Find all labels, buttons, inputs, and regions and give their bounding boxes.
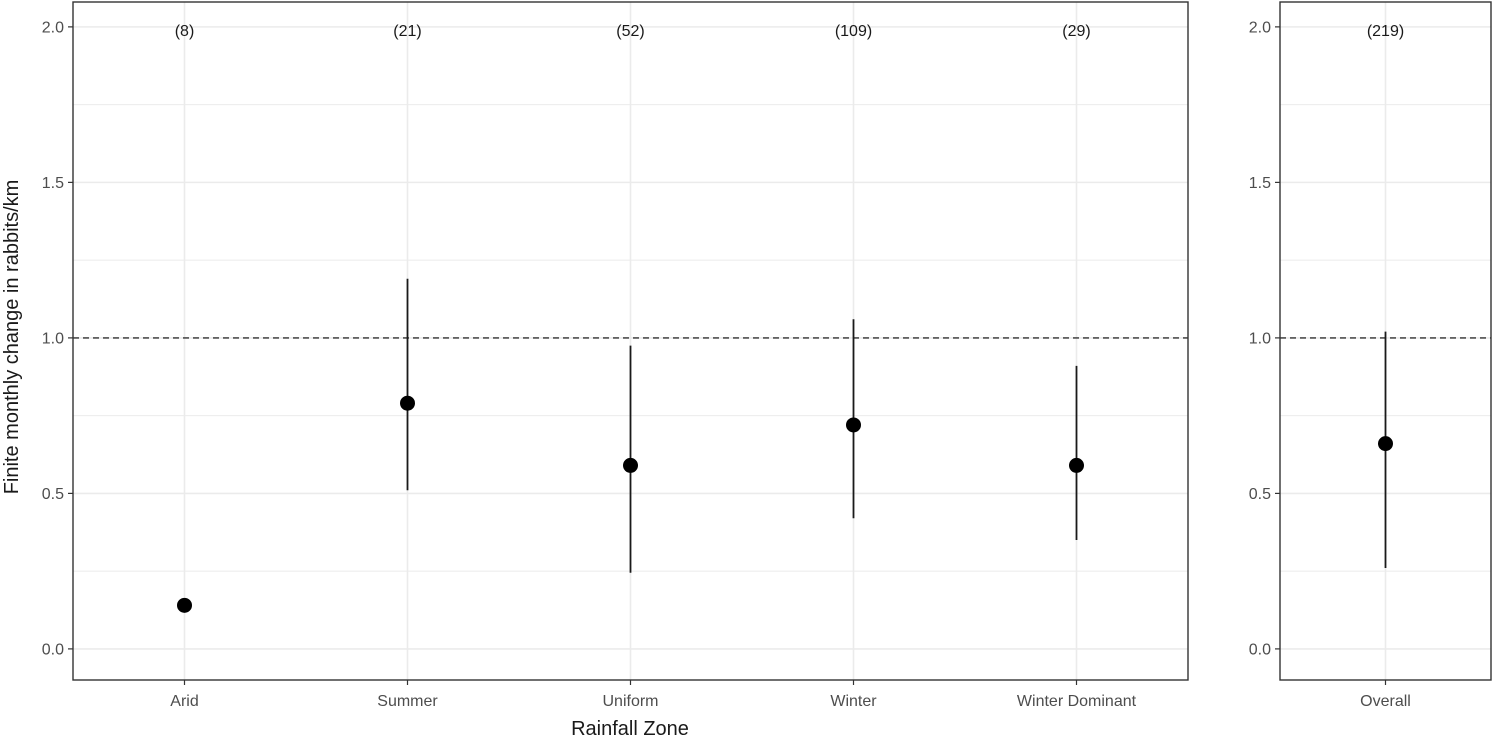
data-point	[623, 457, 638, 473]
point-layer	[177, 395, 1393, 613]
y-tick-label: 1.0	[1249, 330, 1271, 347]
sample-size-label: (52)	[616, 23, 644, 40]
data-point	[846, 417, 861, 433]
y-tick-label: 2.0	[1249, 19, 1271, 36]
x-tick-label: Winter	[830, 693, 877, 710]
error-bar-layer	[406, 278, 1387, 573]
sample-size-label: (8)	[175, 23, 195, 40]
y-tick-label: 0.5	[42, 486, 64, 503]
x-tick-label: Summer	[377, 693, 438, 710]
x-tick-label: Overall	[1360, 693, 1411, 710]
x-tick-label: Uniform	[602, 693, 658, 710]
y-tick-label: 1.5	[42, 175, 64, 192]
x-tick-label: Arid	[170, 693, 198, 710]
data-point	[400, 395, 415, 411]
text-layer: 0.0 0.5 1.0 1.5 2.0 Arid (8) Summer (21) Uniform (…	[42, 19, 1411, 710]
y-tick-label: 2.0	[42, 19, 64, 36]
sample-size-label: (109)	[835, 23, 872, 40]
sample-size-label: (29)	[1062, 23, 1090, 40]
y-tick-label: 1.5	[1249, 175, 1271, 192]
data-point	[1378, 436, 1393, 452]
y-axis-title: Finite monthly change in rabbits/km	[1, 180, 23, 495]
y-tick-label: 0.0	[42, 641, 64, 658]
panel-border-layer	[68, 1, 1492, 685]
y-tick-label: 0.5	[1249, 486, 1271, 503]
sample-size-label: (21)	[393, 23, 421, 40]
x-tick-label: Winter Dominant	[1017, 693, 1137, 710]
y-tick-label: 0.0	[1249, 641, 1271, 658]
y-tick-label: 1.0	[42, 330, 64, 347]
x-axis-title: Rainfall Zone	[571, 718, 689, 739]
data-point	[1069, 457, 1084, 473]
grid-layer	[73, 2, 1491, 680]
data-point	[177, 597, 192, 613]
sample-size-label: (219)	[1367, 23, 1404, 40]
